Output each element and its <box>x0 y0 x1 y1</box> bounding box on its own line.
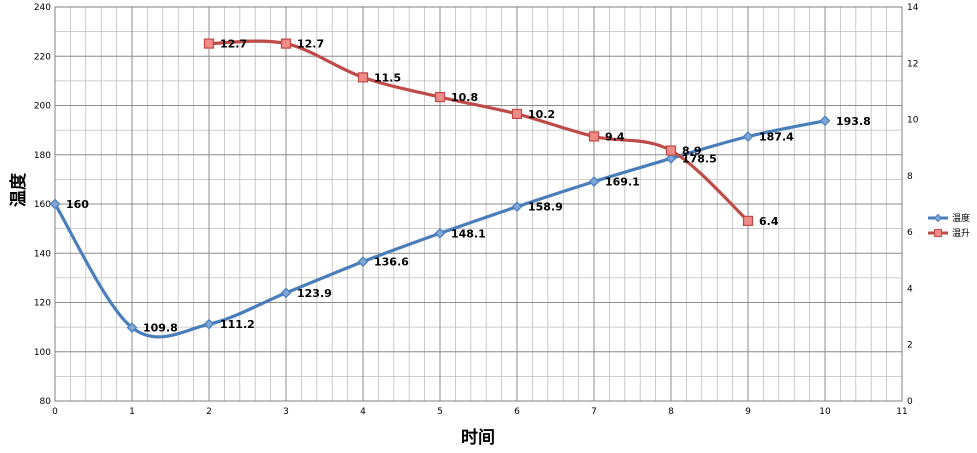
data-label: 9.4 <box>605 130 625 143</box>
y-tick-label: 220 <box>34 52 51 62</box>
data-label: 187.4 <box>759 131 794 144</box>
data-point <box>742 131 754 142</box>
x-tick-label: 9 <box>745 407 751 417</box>
y-axis-title: 温度 <box>8 172 29 207</box>
data-point <box>588 176 600 187</box>
y2-tick-label: 0 <box>907 397 913 407</box>
data-point <box>665 153 677 164</box>
legend-label: 温度 <box>952 212 970 224</box>
x-tick-label: 0 <box>52 407 58 417</box>
data-point <box>665 145 677 156</box>
x-tick-label: 3 <box>283 407 289 417</box>
data-point <box>819 115 831 127</box>
data-label: 109.8 <box>143 322 178 335</box>
data-label: 160 <box>66 198 89 211</box>
data-label: 111.2 <box>220 318 255 331</box>
data-label: 123.9 <box>297 287 332 300</box>
data-point <box>511 201 523 213</box>
data-labels: 160 109.8 111.2 123.9 136.6 148.1 158.9 169.1 17… <box>66 38 871 335</box>
y-tick-label: 240 <box>34 3 51 13</box>
y2-tick-label: 14 <box>907 3 919 13</box>
data-point <box>357 72 369 83</box>
data-point <box>511 108 523 120</box>
x-tick-label: 8 <box>668 407 674 417</box>
legend-marker <box>934 229 942 237</box>
y-tick-label: 80 <box>40 397 52 407</box>
x-tick-label: 7 <box>591 407 597 417</box>
data-label: 136.6 <box>374 256 409 269</box>
data-label: 8.9 <box>682 145 702 158</box>
y2-tick-label: 4 <box>907 284 913 294</box>
data-label: 12.7 <box>220 38 247 51</box>
x-tick-label: 4 <box>360 407 366 417</box>
y2-tick-label: 2 <box>907 341 913 351</box>
data-label: 193.8 <box>836 115 871 128</box>
data-point <box>203 38 215 49</box>
data-point <box>203 318 215 330</box>
y2-tick-label: 8 <box>907 172 913 182</box>
data-label: 148.1 <box>451 227 486 240</box>
y-tick-label: 160 <box>34 200 51 210</box>
legend-marker <box>933 213 943 223</box>
x-tick-label: 6 <box>514 407 520 417</box>
data-label: 6.4 <box>759 215 779 228</box>
y2-tick-label: 6 <box>907 228 913 238</box>
x-tick-label: 2 <box>206 407 212 417</box>
data-label: 178.5 <box>682 152 717 165</box>
data-point <box>126 322 138 333</box>
y2-tick-label: 10 <box>907 116 919 126</box>
data-label: 10.2 <box>528 108 555 121</box>
y-tick-label: 100 <box>34 348 51 358</box>
data-label: 11.5 <box>374 71 401 84</box>
data-label: 12.7 <box>297 38 324 51</box>
y-tick-label: 200 <box>34 102 51 112</box>
legend-label: 温升 <box>952 228 970 239</box>
data-point <box>357 256 369 267</box>
data-point <box>49 198 61 210</box>
y-tick-label: 140 <box>34 249 51 259</box>
data-point <box>280 287 292 299</box>
x-axis-title: 时间 <box>461 427 495 448</box>
data-point <box>588 131 600 142</box>
x-tick-label: 10 <box>819 407 831 417</box>
grid <box>54 6 903 402</box>
x-tick-label: 11 <box>896 407 907 417</box>
series-layer <box>49 38 831 339</box>
data-point <box>742 215 754 226</box>
y2-tick-label: 12 <box>907 59 918 69</box>
axes: 0 1 2 3 4 5 6 7 8 9 10 1180100120140160180200220240… <box>34 3 919 417</box>
data-label: 158.9 <box>528 201 563 214</box>
data-label: 10.8 <box>451 91 478 104</box>
y-tick-label: 180 <box>34 151 51 161</box>
x-tick-label: 5 <box>437 407 443 417</box>
data-label: 169.1 <box>605 176 640 189</box>
y-tick-label: 120 <box>34 299 51 309</box>
data-point <box>280 38 292 49</box>
data-point <box>434 91 446 103</box>
data-point <box>434 227 446 239</box>
x-tick-label: 1 <box>129 407 135 417</box>
